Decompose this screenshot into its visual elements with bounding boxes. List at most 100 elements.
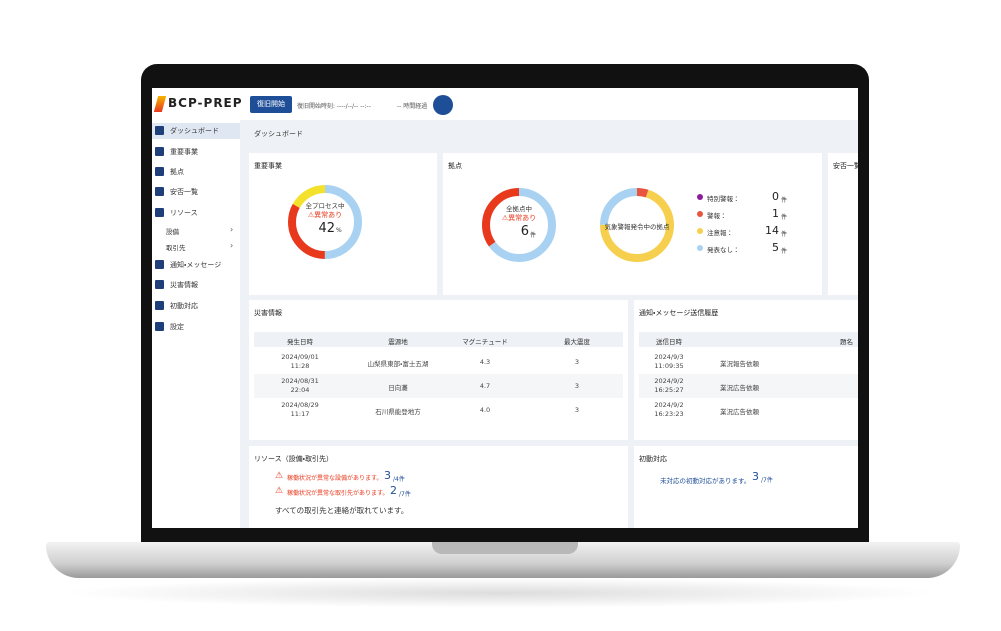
nav-item[interactable]: 通知・メッセージ (170, 261, 222, 269)
elapsed: -- 時間経過 (397, 103, 428, 110)
column-header: 発生日時 (287, 338, 313, 346)
nav-item[interactable]: 取引先 (166, 244, 186, 252)
card-title: リソース（設備・取引先） (254, 455, 334, 463)
alert-text: 稼働状況が異常な取引先があります。 (287, 490, 389, 497)
header-bar (240, 88, 858, 120)
legend-dot (697, 245, 703, 251)
card-bases: 拠点 全拠点中 ⚠異常あり 6 件気象警報発令中の拠点 特別警報： 0 件警報： 1 件注意報： 1… (443, 153, 822, 295)
cell: 業況報告依頼 (720, 360, 759, 368)
legend-unit: 件 (781, 197, 788, 204)
cell: 業況広告依頼 (720, 408, 759, 416)
donut-segment (600, 188, 674, 262)
center-label: 全拠点中 (506, 205, 532, 213)
cell: 石川県能登地方 (375, 408, 421, 416)
cell: 2024/08/31 (281, 377, 319, 385)
legend-dot (697, 228, 703, 234)
laptop-notch (432, 542, 578, 554)
chevron: › (230, 225, 234, 234)
row-bg (254, 374, 623, 398)
center-value: 6 (520, 224, 529, 239)
alert-total: /4件 (393, 476, 405, 483)
card-title: 初動対応 (639, 455, 667, 463)
cell: 2024/08/29 (281, 401, 319, 409)
column-header: 送信日時 (656, 338, 682, 346)
page-title: ダッシュボード (254, 130, 303, 138)
donut-segment (288, 185, 362, 259)
legend-value: 1 (772, 207, 779, 220)
legend-name: 注意報： (707, 229, 733, 237)
warning-icon: ⚠ (275, 471, 284, 481)
cell: 4.7 (479, 382, 491, 390)
cell: 2024/9/3 (654, 353, 684, 361)
legend-name: 警報： (707, 212, 727, 220)
initial-text: 未対応の初動対応があります。 (660, 477, 751, 485)
laptop-shadow (60, 578, 940, 608)
nav-item[interactable]: 拠点 (170, 168, 184, 176)
start-button[interactable]: 復旧開始 (250, 96, 292, 113)
alert-total: /7件 (399, 491, 411, 498)
cell: 山梨県東部・富士五湖 (367, 360, 429, 368)
screen: BCP-PREP 復旧開始 復旧開始時刻: ----/--/-- --:-- -- 時… (152, 88, 858, 528)
card-title: 通知・メッセージ送信履歴 (639, 309, 719, 317)
nav-icon (155, 260, 164, 269)
card-disaster: 災害情報 発生日時 震源地 マグニチュード 最大震度 2024/09/01 11:28 山梨県… (249, 300, 628, 440)
history-button[interactable] (433, 95, 453, 115)
legend-value: 5 (772, 241, 779, 254)
nav-icon (155, 301, 164, 310)
center-value: 42 (318, 221, 335, 236)
legend-unit: 件 (781, 248, 788, 255)
status-label: ⚠異常あり (307, 211, 343, 219)
nav-item[interactable]: リソース (170, 209, 198, 217)
legend-unit: 件 (781, 231, 788, 238)
nav-item[interactable]: 災害情報 (170, 281, 198, 289)
nav-item[interactable]: 安否一覧 (170, 188, 198, 196)
alert-count: 3 (384, 469, 391, 482)
row-bg (639, 374, 858, 398)
table-header-bg (639, 332, 858, 347)
nav-item[interactable]: 重要事業 (170, 148, 198, 156)
cell: 4.0 (479, 406, 491, 414)
cell: 4.3 (479, 358, 491, 366)
card-resources: リソース（設備・取引先） ⚠ 稼働状況が異常な設備があります。 3/4件 ⚠ 稼働状況が異… (249, 446, 628, 528)
nav-item[interactable]: 初動対応 (170, 302, 198, 310)
center-label: 全プロセス中 (305, 202, 345, 210)
legend-name: 発表なし： (707, 246, 740, 254)
status-label: ⚠異常あり (501, 214, 537, 222)
nav-icon (155, 126, 164, 135)
cell: 2024/09/01 (281, 353, 319, 361)
donut (288, 185, 362, 259)
cell: 3 (574, 406, 580, 414)
legend-dot (697, 211, 703, 217)
nav-item[interactable]: 設定 (170, 323, 184, 331)
sidebar (152, 88, 240, 528)
card-title: 拠点 (448, 162, 462, 170)
legend-dot (697, 194, 703, 200)
alert-count: 2 (390, 484, 397, 497)
nav-item[interactable]: ダッシュボード (170, 127, 219, 135)
legend-value: 0 (772, 190, 779, 203)
donut-segment (600, 188, 674, 262)
legend-name: 特別警報： (707, 195, 740, 203)
chevron: › (230, 241, 234, 250)
cell: 3 (574, 382, 580, 390)
start-time: 復旧開始時刻: ----/--/-- --:-- (297, 103, 371, 110)
donut (600, 188, 674, 262)
alert-text: 稼働状況が異常な設備があります。 (287, 475, 383, 482)
initial-count: 3 (752, 470, 759, 483)
cell: 11:28 (290, 362, 310, 370)
cell: 22:04 (290, 386, 310, 394)
nav-icon (155, 167, 164, 176)
legend-unit: 件 (781, 214, 788, 221)
nav-icon (155, 147, 164, 156)
center-unit: % (336, 227, 342, 234)
nav-icon (155, 280, 164, 289)
column-header: 題名 (840, 338, 853, 346)
column-header: 震源地 (388, 338, 408, 346)
donut-segment (288, 185, 362, 259)
nav-icon (155, 322, 164, 331)
cell: 3 (574, 358, 580, 366)
cell: 16:25:27 (654, 386, 684, 394)
nav-item[interactable]: 設備 (166, 228, 179, 236)
center-unit: 件 (530, 232, 537, 239)
